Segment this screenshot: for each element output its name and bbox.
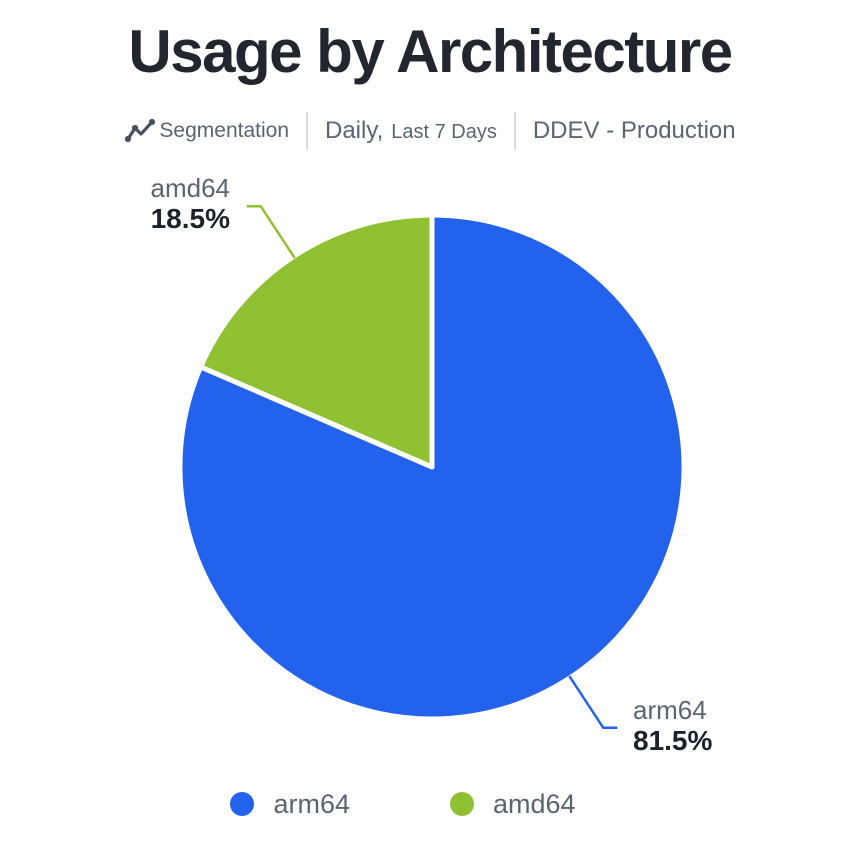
leader-line-arm64 (568, 675, 618, 730)
segmentation-group: Segmentation (124, 115, 289, 147)
callout-value: 18.5% (150, 203, 230, 234)
page-title: Usage by Architecture (128, 18, 733, 85)
source-label: DDEV - Production (532, 117, 736, 144)
segmentation-label: Segmentation (159, 119, 289, 142)
separator (306, 112, 308, 150)
leader-line-amd64 (246, 204, 296, 259)
legend: arm64 amd64 (0, 780, 806, 828)
callout-amd64: amd64 18.5% (0, 173, 231, 235)
callout-value: 81.5% (633, 725, 713, 756)
legend-item-amd64[interactable]: amd64 (449, 788, 576, 820)
legend-dot (449, 792, 474, 816)
period-label: Daily, Last 7 Days (325, 117, 497, 145)
trend-line-icon (125, 118, 156, 143)
callout-arm64: arm64 81.5% (633, 695, 713, 757)
separator (513, 112, 516, 150)
legend-item-label: arm64 (273, 788, 350, 819)
legend-item-label: amd64 (492, 788, 576, 819)
callout-label: arm64 (633, 695, 707, 725)
legend-dot (230, 792, 255, 816)
callout-label: amd64 (150, 173, 231, 203)
period-frequency: Daily, (325, 117, 384, 144)
period-range: Last 7 Days (391, 121, 497, 143)
subtitle-bar: Segmentation Daily, Last 7 Days DDEV - P… (0, 108, 860, 154)
legend-item-arm64[interactable]: arm64 (230, 789, 350, 820)
